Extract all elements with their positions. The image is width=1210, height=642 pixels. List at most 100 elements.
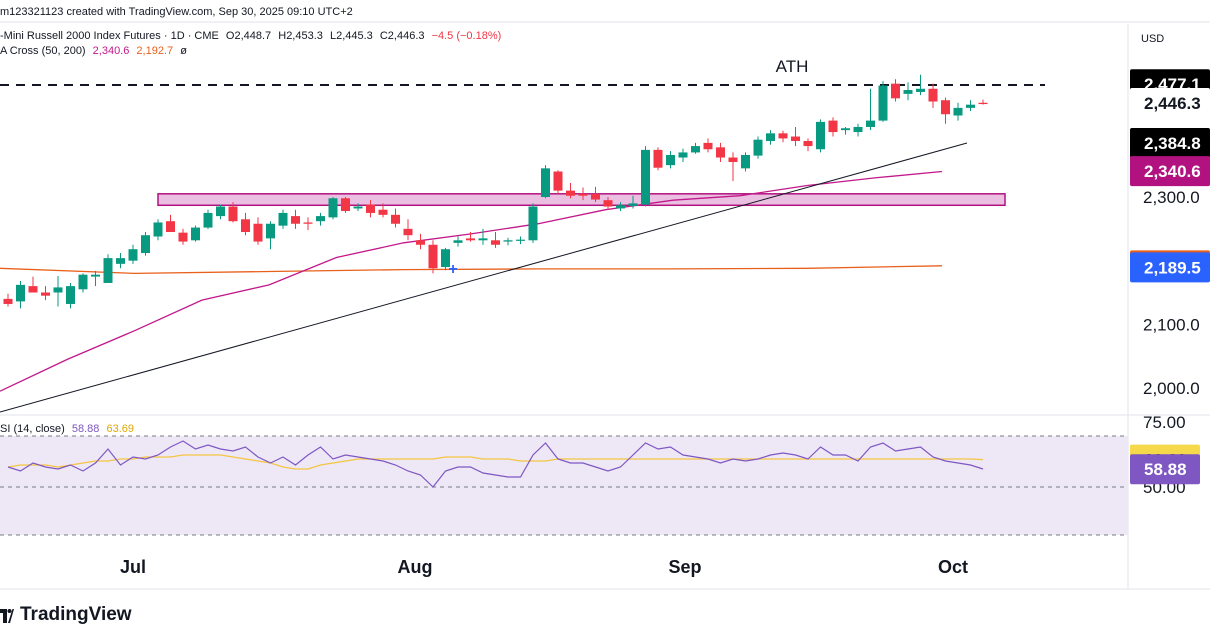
candle [628, 195, 638, 209]
candle-body [653, 149, 663, 168]
candle-body [66, 286, 75, 304]
candle-body [241, 219, 250, 233]
candle [816, 119, 825, 153]
candle-body [216, 206, 225, 217]
trendline-segment [0, 142, 968, 413]
cross-signal-marker: + [448, 261, 457, 278]
candle-body [828, 120, 838, 133]
candle [466, 232, 475, 242]
candle [391, 208, 400, 228]
candle [178, 228, 188, 245]
rsi-badge-label: 58.88 [1144, 460, 1187, 479]
candle [566, 182, 575, 199]
currency-label[interactable]: USD [1141, 33, 1164, 45]
indicator-legend[interactable]: A Cross (50, 200) 2,340.6 2,192.7 ø [0, 45, 191, 57]
brand-name: TradingView [20, 604, 132, 625]
ma50-value: 2,340.6 [92, 45, 130, 57]
price-axis[interactable]: 2,300.02,100.02,000.02,477.12,446.32,384… [1130, 69, 1210, 398]
candle [678, 148, 688, 162]
candle [528, 203, 538, 243]
candle [603, 197, 613, 210]
ath-label: ATH [776, 57, 809, 76]
candle-body [428, 244, 438, 269]
candle [416, 233, 425, 250]
candle-body [228, 206, 238, 222]
ma200-value: 2,192.7 [136, 45, 174, 57]
price-badge-bg [1130, 88, 1210, 118]
candle-body [278, 212, 288, 226]
candle [341, 197, 350, 213]
ohlc-change: −4.5 (−0.18%) [431, 30, 502, 42]
rsi-line [7, 440, 984, 488]
candle-body [441, 249, 450, 268]
candle-body [591, 193, 600, 200]
rsi-pane[interactable] [0, 435, 1128, 536]
candle [616, 202, 625, 212]
candle [516, 236, 525, 245]
candle [228, 202, 238, 223]
candle [728, 152, 738, 182]
ohlc-close: C2,446.3 [379, 30, 425, 42]
candle [853, 123, 863, 137]
trendline[interactable] [0, 142, 968, 413]
candle-body [891, 83, 900, 99]
rsi-legend[interactable]: SI (14, close) 58.88 63.69 [0, 423, 138, 435]
ma200-line [0, 265, 943, 275]
candle [16, 281, 25, 309]
candle [353, 203, 363, 212]
candle [153, 219, 163, 241]
candle-body [766, 133, 775, 141]
candle-body [366, 204, 375, 213]
candle-body [853, 126, 863, 133]
price-badge-label: 2,384.8 [1144, 134, 1201, 153]
time-tick-label: Oct [938, 557, 968, 577]
symbol-legend[interactable]: -Mini Russell 2000 Index Futures · 1D · … [0, 30, 505, 42]
candle-body [178, 232, 188, 242]
candle [503, 237, 513, 246]
candle-body [53, 287, 63, 293]
candle [28, 276, 38, 293]
candle [591, 186, 600, 203]
candle-body [953, 107, 963, 116]
price-badge: 2,340.6 [1130, 156, 1210, 187]
tradingview-logo[interactable]: TradingView [0, 604, 132, 626]
candle-body [778, 133, 788, 139]
candle-body [78, 274, 88, 290]
candle [641, 146, 650, 207]
candle-body [966, 104, 975, 108]
indicator-hide-icon[interactable]: ø [180, 45, 187, 57]
candle-body [466, 238, 475, 241]
candle [803, 138, 813, 152]
candle [278, 209, 288, 229]
candle [241, 212, 250, 236]
candle-body [666, 154, 675, 166]
candle [541, 165, 550, 199]
candle [141, 232, 150, 256]
price-badge-bg [1130, 252, 1210, 283]
candle [41, 286, 50, 301]
candle-body [303, 222, 313, 224]
time-tick-label: Jul [120, 557, 146, 577]
candle-body [603, 200, 613, 207]
candle [578, 187, 588, 201]
candle [953, 102, 963, 121]
candle [441, 247, 450, 271]
time-axis[interactable]: Jul Aug Sep Oct [120, 557, 968, 577]
candle-body [866, 120, 875, 127]
candle-body [153, 222, 163, 237]
rsi-tick-75: 75.00 [1143, 413, 1186, 432]
candle-body [928, 88, 938, 102]
candle [828, 117, 838, 137]
candle-body [266, 223, 275, 239]
candle-body [141, 235, 150, 254]
candle-body [16, 284, 25, 302]
candle [478, 228, 488, 245]
candle-body [28, 286, 38, 293]
price-badge: 2,384.8 [1130, 128, 1210, 159]
candle-body [316, 216, 325, 222]
candle [491, 232, 500, 248]
candlestick-series[interactable] [3, 74, 988, 309]
candle-body [553, 171, 563, 191]
